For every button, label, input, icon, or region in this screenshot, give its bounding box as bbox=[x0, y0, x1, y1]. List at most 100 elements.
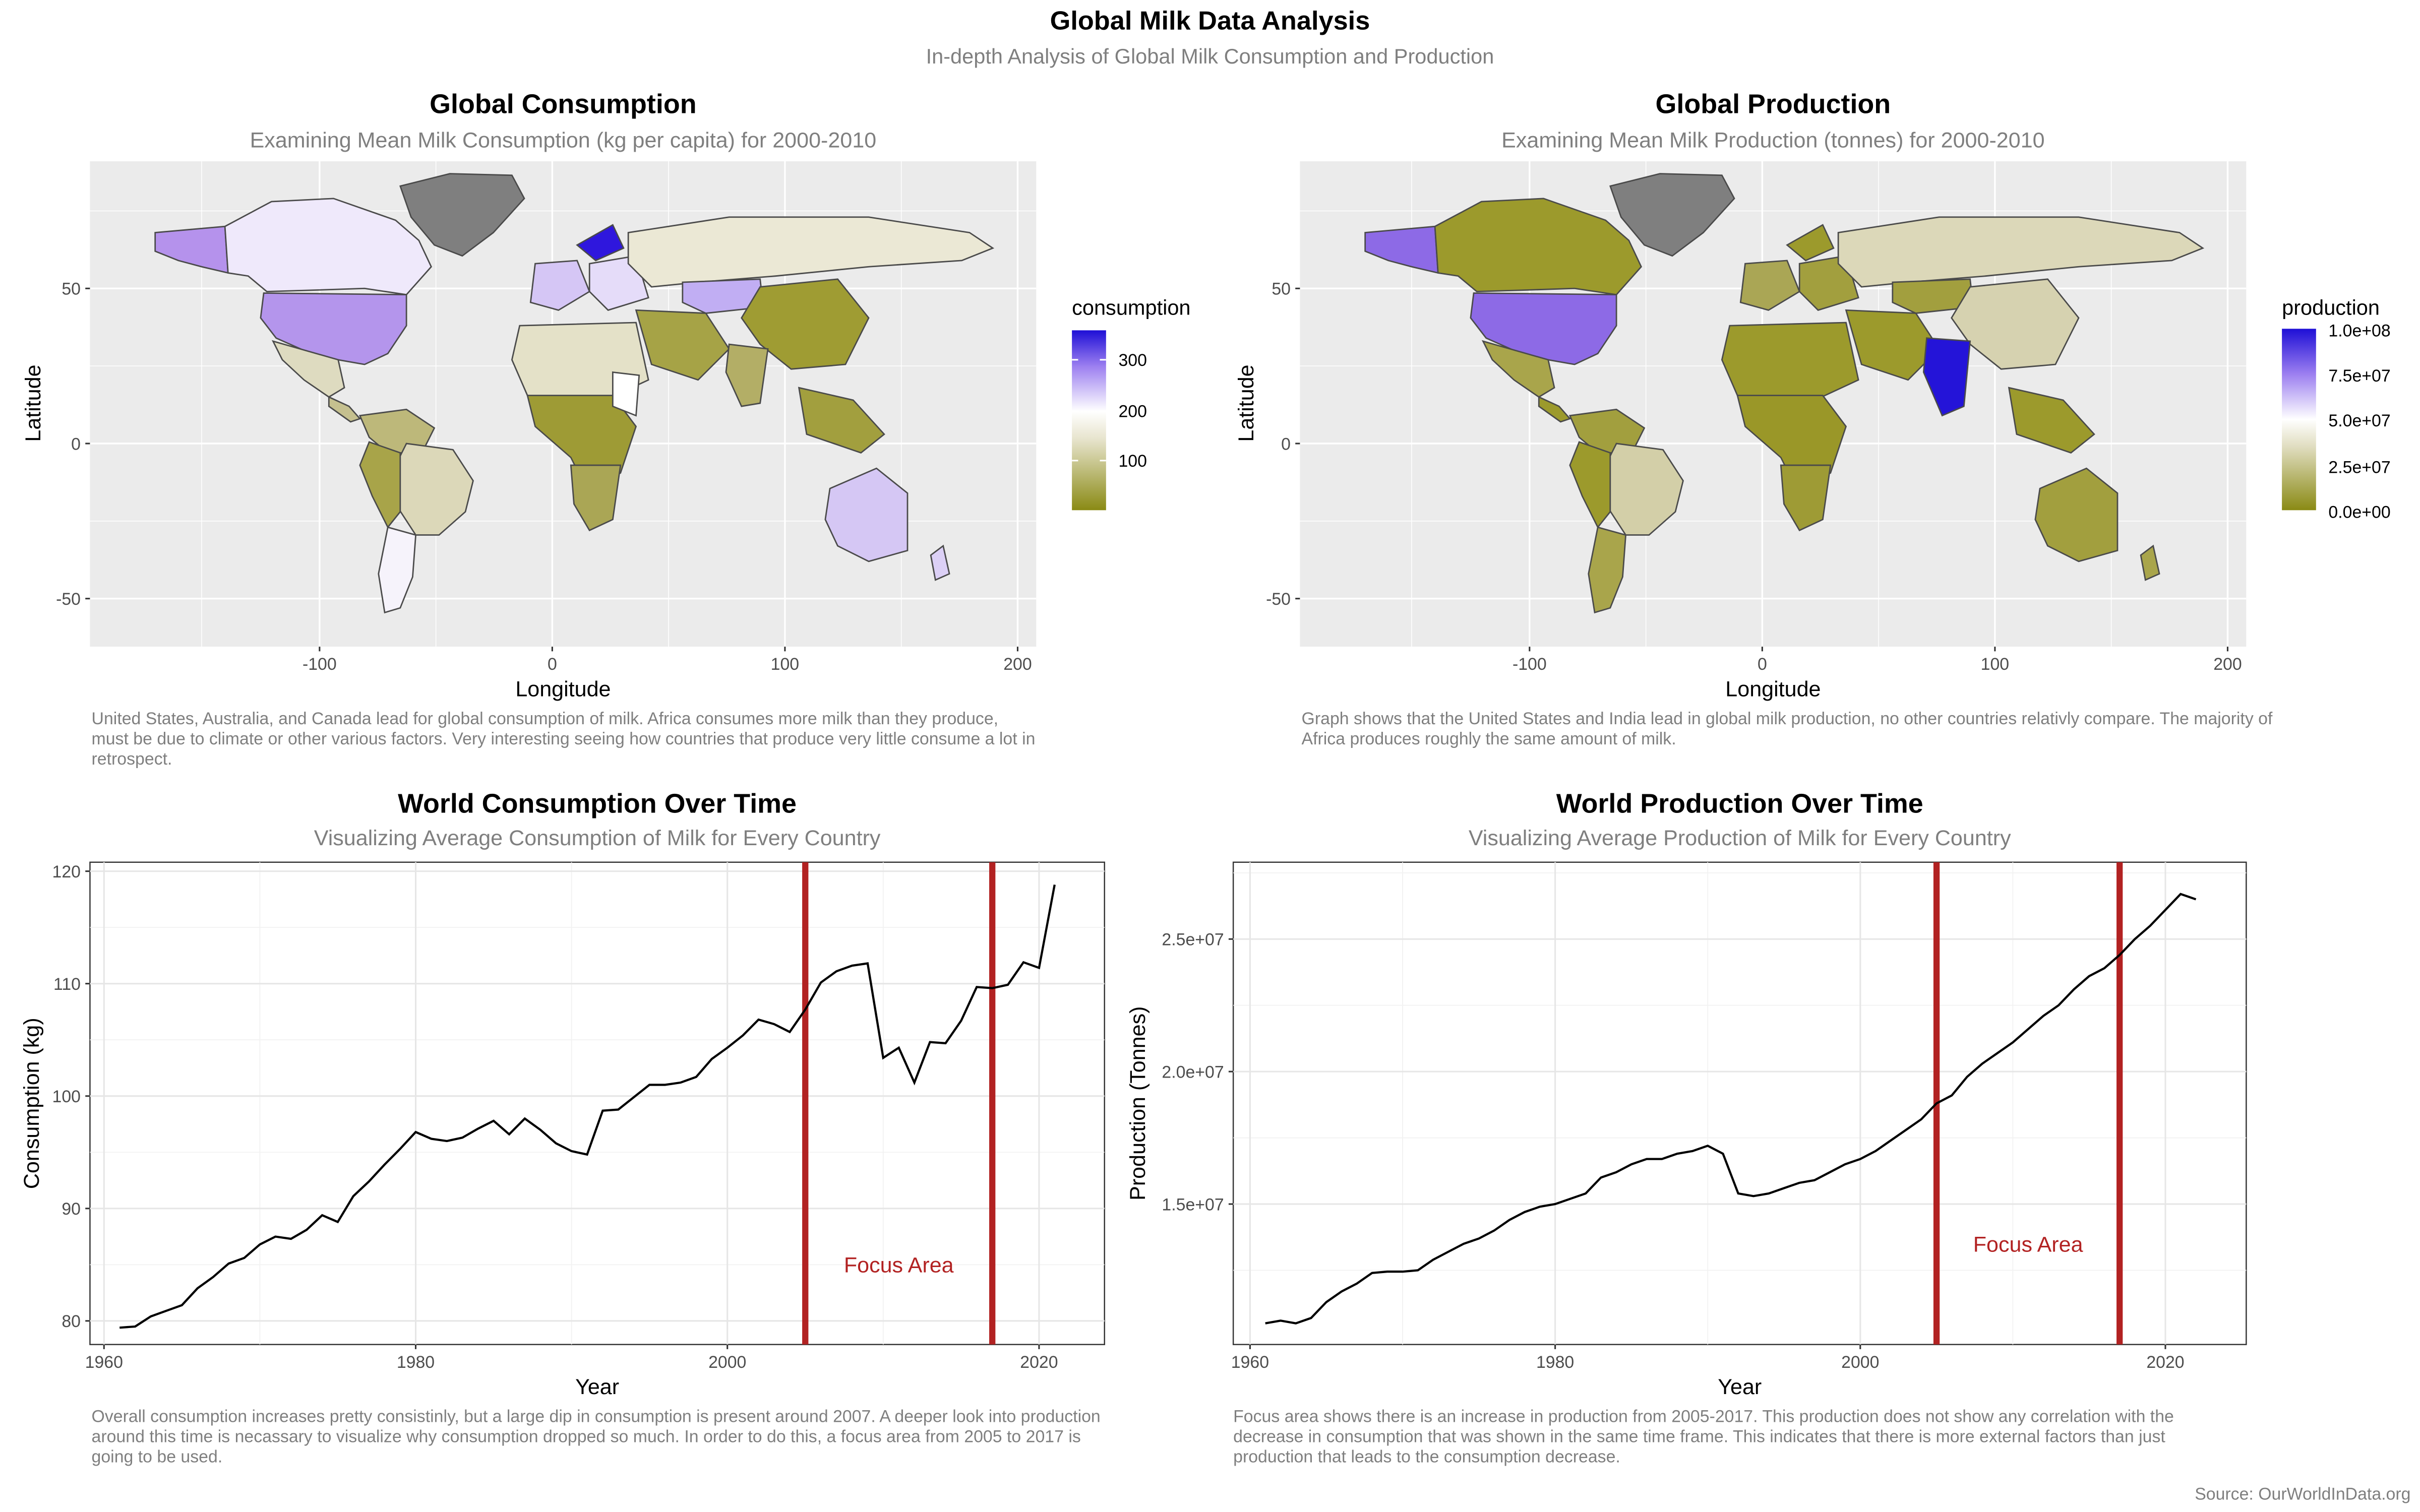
production-chart-subtitle: Visualizing Average Production of Milk f… bbox=[1468, 825, 2011, 850]
consumption-map-caption: United States, Australia, and Canada lea… bbox=[91, 710, 1036, 770]
production-map: -100 0 100 200 Longitude -50 0 50 Latitu… bbox=[1234, 161, 2391, 702]
series-line bbox=[1265, 893, 2197, 1325]
map-x-axis: -100 0 100 200 Longitude bbox=[302, 647, 1032, 702]
y-tick-label: 100 bbox=[52, 1087, 81, 1106]
y-tick-label: 1.5e+07 bbox=[1162, 1195, 1224, 1214]
y-tick-label: 110 bbox=[53, 975, 81, 994]
legend-title: consumption bbox=[1072, 296, 1190, 320]
y-tick-label: 80 bbox=[62, 1312, 81, 1331]
legend-colorbar bbox=[1072, 330, 1106, 511]
production-line-chart: Focus Area 1960 1980 2000 2020 1.5e+07 2.0e+07… bbox=[1126, 861, 2247, 1399]
map-x-axis: -100 0 100 200 Longitude bbox=[1512, 647, 2242, 702]
plot-panel bbox=[1232, 861, 2247, 1345]
country-india bbox=[725, 343, 769, 407]
y-tick-label: -50 bbox=[1266, 590, 1291, 609]
country-europe-west bbox=[529, 260, 590, 311]
country-middle-east bbox=[635, 309, 730, 381]
y-axis-title: Production (Tonnes) bbox=[1126, 1006, 1150, 1201]
country-shapes bbox=[1364, 173, 2205, 614]
x-tick-label: 2020 bbox=[1020, 1353, 1058, 1372]
country-central-america bbox=[328, 396, 361, 423]
legend-label: 100 bbox=[1118, 452, 1146, 471]
legend-label: 7.5e+07 bbox=[2328, 366, 2390, 386]
y-tick-label: 90 bbox=[62, 1200, 81, 1219]
legend-title: production bbox=[2282, 296, 2380, 320]
x-tick-label: -100 bbox=[1512, 655, 1547, 674]
y-tick-label: 2.0e+07 bbox=[1162, 1062, 1224, 1082]
legend-colorbar bbox=[2282, 329, 2316, 511]
production-legend: production 1.0e+08 7.5e+07 5.0e+07 2.5e+… bbox=[2282, 296, 2391, 522]
consumption-chart-subtitle: Visualizing Average Consumption of Milk … bbox=[314, 825, 881, 850]
country-north-africa bbox=[1721, 322, 1859, 401]
country-russia bbox=[627, 216, 995, 288]
dashboard-subtitle: In-depth Analysis of Global Milk Consump… bbox=[926, 45, 1494, 69]
x-tick-label: 0 bbox=[1758, 655, 1767, 674]
consumption-legend: consumption 300 200 100 bbox=[1072, 296, 1191, 511]
production-chart-title: World Production Over Time bbox=[1556, 788, 1923, 819]
x-tick-label: 200 bbox=[2213, 655, 2242, 674]
y-axis-title: Latitude bbox=[1234, 364, 1258, 442]
series-line bbox=[119, 884, 1056, 1329]
legend-label: 0.0e+00 bbox=[2328, 503, 2390, 522]
consumption-map-subtitle: Examining Mean Milk Consumption (kg per … bbox=[250, 127, 877, 152]
country-usa bbox=[260, 292, 407, 365]
plot-panel bbox=[89, 861, 1105, 1345]
country-middle-east bbox=[1845, 309, 1940, 381]
y-axis-title: Latitude bbox=[21, 364, 45, 442]
map-y-axis: -50 0 50 Latitude bbox=[21, 280, 90, 609]
country-southern-africa bbox=[570, 464, 622, 532]
y-tick-label: -50 bbox=[56, 590, 81, 609]
y-tick-label: 120 bbox=[52, 862, 81, 881]
focus-area-label: Focus Area bbox=[844, 1253, 954, 1278]
x-tick-label: 1960 bbox=[85, 1353, 123, 1372]
country-usa bbox=[1470, 292, 1617, 365]
legend-label: 300 bbox=[1118, 351, 1146, 370]
country-australia bbox=[2034, 467, 2119, 562]
legend-label: 2.5e+07 bbox=[2328, 458, 2390, 477]
country-new-zealand bbox=[930, 544, 950, 581]
y-tick-label: 2.5e+07 bbox=[1162, 930, 1224, 950]
x-tick-label: 100 bbox=[1981, 655, 2009, 674]
country-kazakhstan bbox=[682, 278, 764, 314]
country-china bbox=[741, 278, 870, 370]
country-southeast-asia bbox=[2008, 387, 2095, 454]
legend-label: 5.0e+07 bbox=[2328, 411, 2390, 430]
x-axis-title: Year bbox=[1718, 1375, 1762, 1399]
country-india bbox=[1922, 337, 1971, 417]
x-tick-label: 0 bbox=[548, 655, 557, 674]
x-tick-label: 2000 bbox=[1841, 1353, 1879, 1372]
country-greenland bbox=[1609, 173, 1735, 257]
production-map-title: Global Production bbox=[1655, 88, 1891, 119]
x-tick-label: 100 bbox=[771, 655, 799, 674]
country-southeast-asia bbox=[798, 387, 885, 454]
map-y-axis: -50 0 50 Latitude bbox=[1234, 280, 1300, 609]
y-tick-label: 50 bbox=[62, 280, 81, 299]
y-axis-title: Consumption (kg) bbox=[20, 1018, 44, 1189]
consumption-chart-caption: Overall consumption increases pretty con… bbox=[91, 1408, 1101, 1467]
x-tick-label: 2000 bbox=[708, 1353, 746, 1372]
y-tick-label: 0 bbox=[1281, 434, 1291, 454]
country-ethiopia bbox=[612, 371, 640, 417]
production-map-caption: Graph shows that the United States and I… bbox=[1301, 710, 2273, 749]
x-tick-label: 1980 bbox=[1536, 1353, 1574, 1372]
country-australia bbox=[824, 467, 909, 562]
x-tick-label: 1980 bbox=[397, 1353, 435, 1372]
country-argentina-chile bbox=[1588, 526, 1627, 614]
consumption-map: -100 0 100 200 Longitude -50 0 50 Latitu… bbox=[21, 161, 1191, 702]
country-scandinavia bbox=[576, 224, 625, 262]
country-shapes bbox=[154, 173, 995, 614]
country-kazakhstan bbox=[1892, 278, 1974, 314]
country-southern-africa bbox=[1780, 464, 1832, 532]
x-axis-title: Longitude bbox=[1725, 677, 1821, 702]
production-chart-caption: Focus area shows there is an increase in… bbox=[1233, 1408, 2174, 1467]
country-russia bbox=[1837, 216, 2205, 288]
country-greenland bbox=[399, 173, 525, 257]
consumption-map-title: Global Consumption bbox=[430, 88, 697, 119]
x-axis-title: Year bbox=[575, 1375, 619, 1399]
country-argentina-chile bbox=[378, 526, 417, 614]
country-europe-west bbox=[1739, 260, 1800, 311]
legend-label: 1.0e+08 bbox=[2328, 322, 2390, 341]
x-axis-title: Longitude bbox=[515, 677, 611, 702]
x-tick-label: 200 bbox=[1003, 655, 1032, 674]
x-tick-label: -100 bbox=[302, 655, 337, 674]
